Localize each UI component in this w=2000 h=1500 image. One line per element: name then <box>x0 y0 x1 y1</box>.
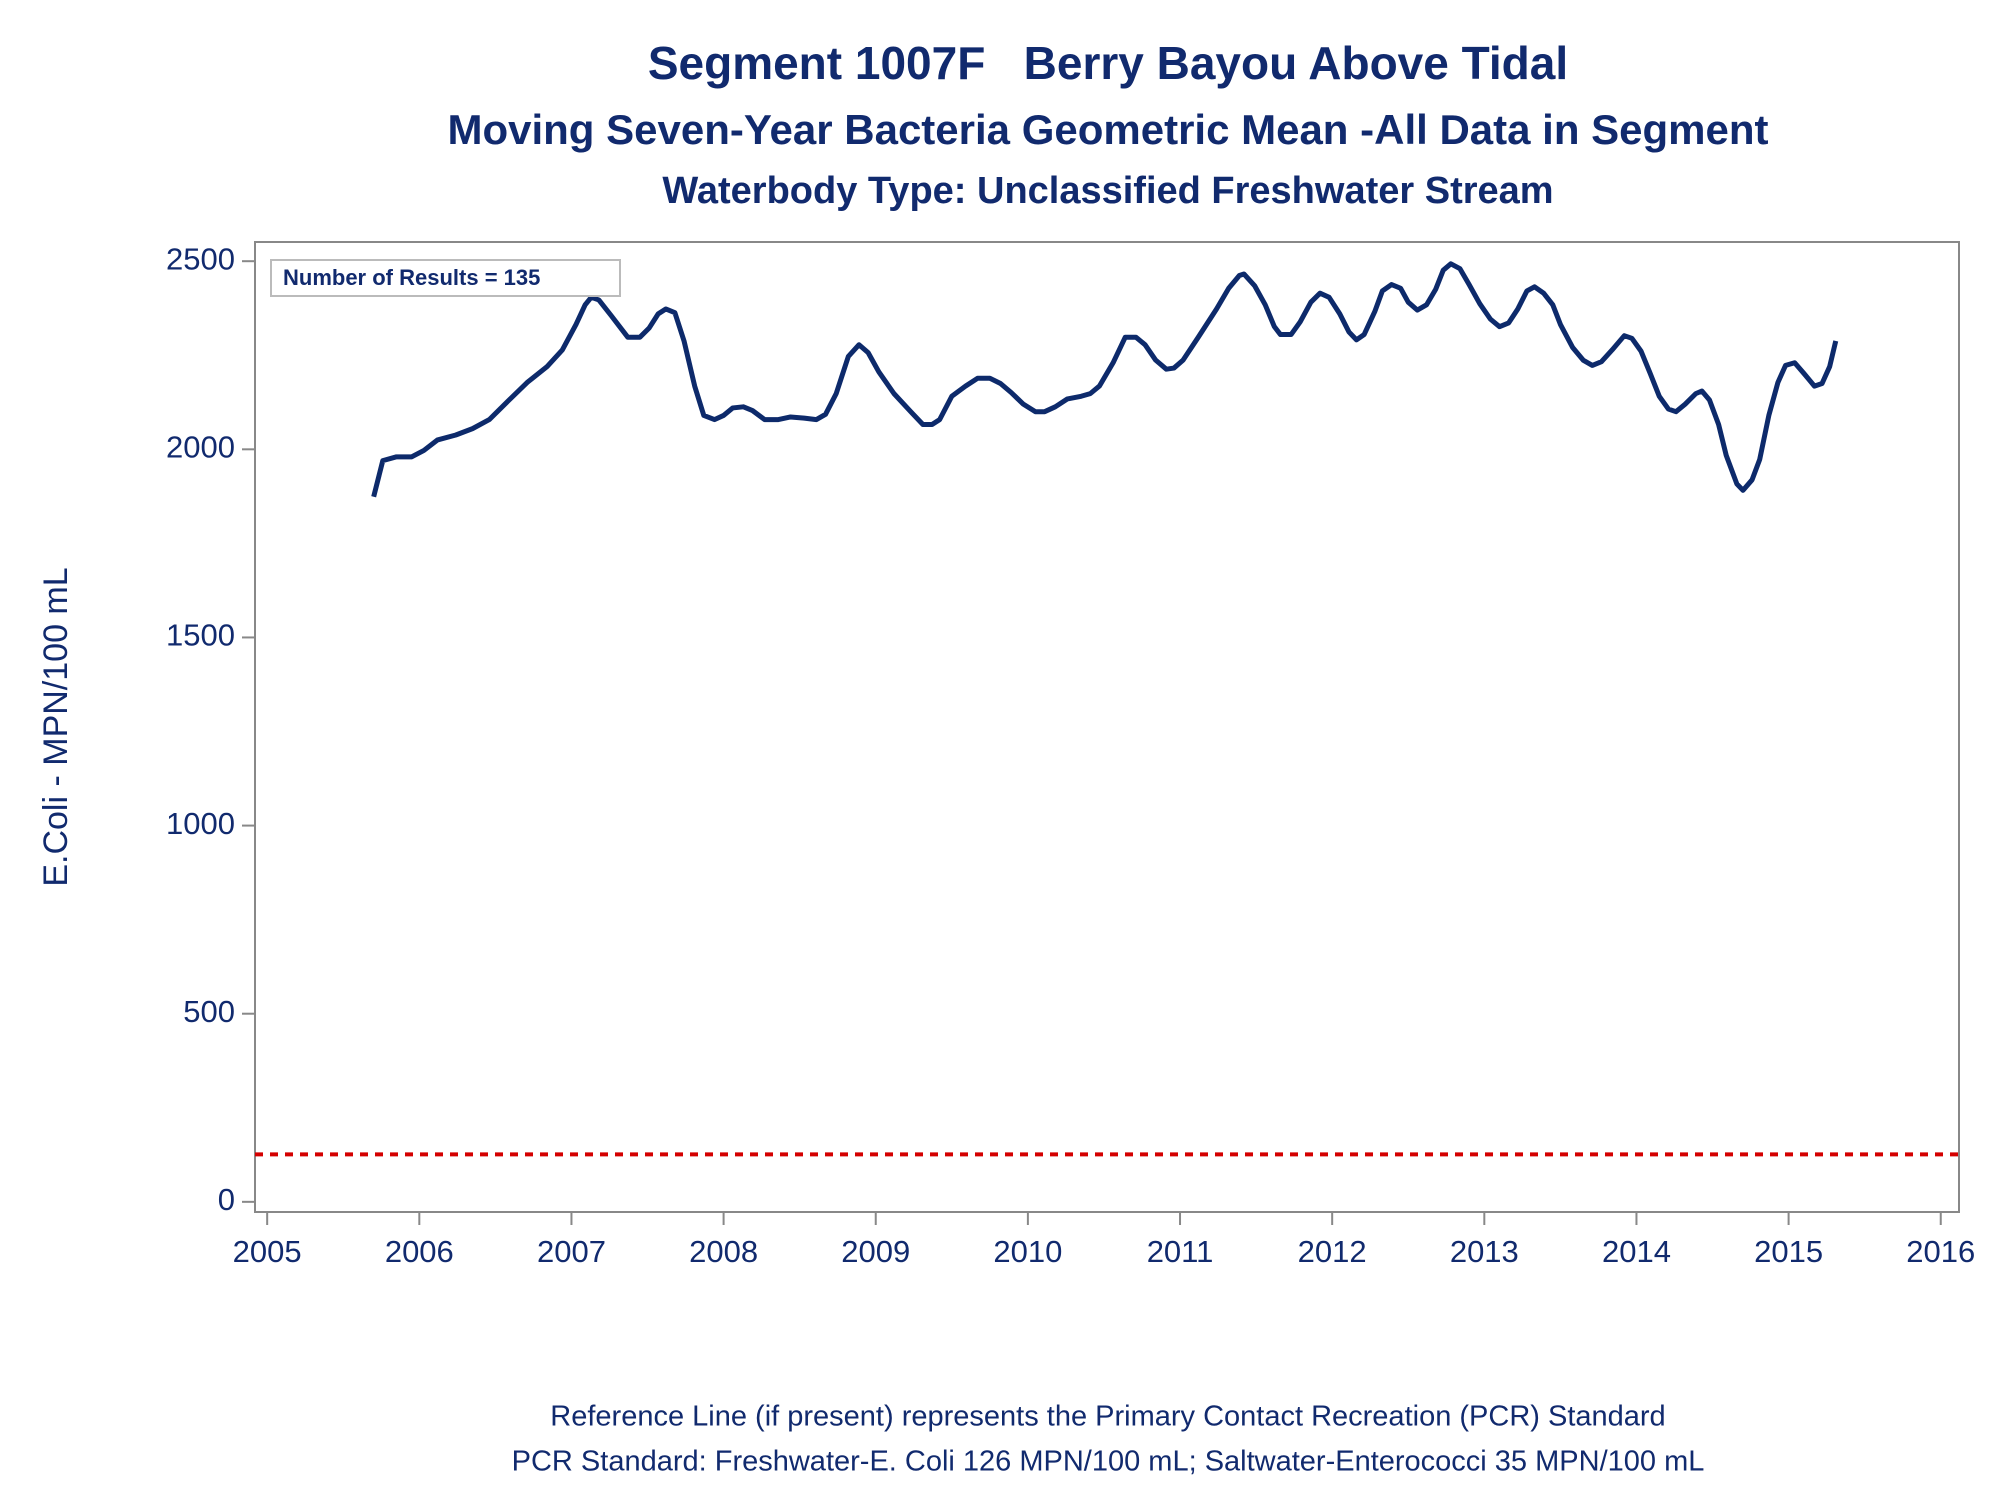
plot-frame <box>254 241 1960 1213</box>
x-tick-label: 2009 <box>841 1234 910 1269</box>
y-axis-label: E.Coli - MPN/100 mL <box>37 567 75 886</box>
y-tick-label: 2000 <box>166 430 235 465</box>
data-line <box>371 261 1839 498</box>
y-tick-label: 1500 <box>166 618 235 653</box>
footnote: PCR Standard: Freshwater-E. Coli 126 MPN… <box>512 1446 1705 1478</box>
y-tick-label: 500 <box>183 994 235 1029</box>
annotation-box <box>270 259 621 297</box>
chart-title: Segment 1007F Berry Bayou Above Tidal <box>648 37 1568 89</box>
chart-subtitle: Moving Seven-Year Bacteria Geometric Mea… <box>447 106 1768 153</box>
x-tick-label: 2013 <box>1450 1234 1519 1269</box>
x-tick-label: 2012 <box>1298 1234 1367 1269</box>
y-tick-label: 0 <box>218 1182 235 1217</box>
x-tick-label: 2007 <box>537 1234 606 1269</box>
x-tick-label: 2014 <box>1602 1234 1671 1269</box>
annotation: Number of Results = 135 <box>283 265 540 290</box>
x-tick-label: 2016 <box>1906 1234 1975 1269</box>
x-tick-label: 2010 <box>993 1234 1062 1269</box>
y-tick-label: 1000 <box>166 806 235 841</box>
x-tick-label: 2005 <box>233 1234 302 1269</box>
footnote: Reference Line (if present) represents t… <box>550 1401 1665 1433</box>
x-tick-label: 2006 <box>385 1234 454 1269</box>
x-tick-label: 2008 <box>689 1234 758 1269</box>
y-tick-label: 2500 <box>166 241 235 276</box>
x-tick-label: 2015 <box>1754 1234 1823 1269</box>
x-tick-label: 2011 <box>1147 1234 1214 1269</box>
chart-subtitle: Waterbody Type: Unclassified Freshwater … <box>662 170 1553 212</box>
